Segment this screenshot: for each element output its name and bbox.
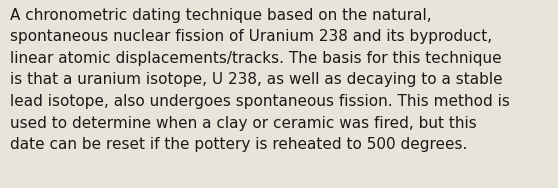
Text: A chronometric dating technique based on the natural,
spontaneous nuclear fissio: A chronometric dating technique based on…	[10, 8, 510, 152]
